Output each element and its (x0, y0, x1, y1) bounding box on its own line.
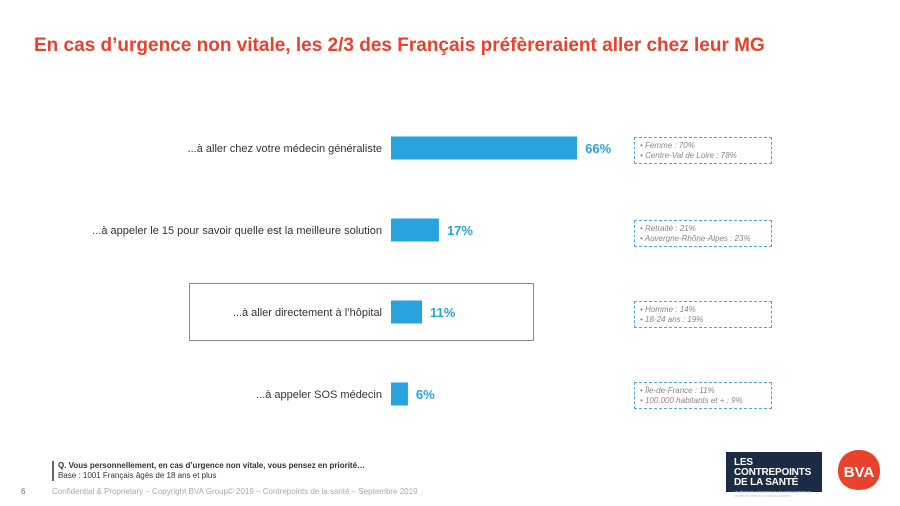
bar-chart: ...à aller chez votre médecin généralist… (92, 136, 612, 406)
contrepoints-logo: LES CONTREPOINTS DE LA SANTÉ Un débat sa… (726, 452, 822, 498)
note-line: • Centre-Val de Loire : 78% (640, 151, 737, 160)
page-title: En cas d’urgence non vitale, les 2/3 des… (34, 35, 765, 56)
bva-logo: BVA (838, 450, 880, 490)
category-label: ...à appeler SOS médecin (256, 389, 382, 401)
question-text: Q. Vous personnellement, en cas d’urgenc… (58, 461, 366, 470)
bva-logo-shape (838, 450, 880, 490)
note-box: • Île-de-France : 11% • 100.000 habitants… (634, 382, 772, 409)
contrepoints-line2: DE LA SANTÉ (734, 477, 799, 488)
highlight-box (189, 283, 534, 341)
value-label: 66% (585, 141, 611, 156)
note-line: • 100.000 habitants et + : 9% (640, 396, 743, 405)
bar (391, 218, 439, 242)
category-label: ...à appeler le 15 pour savoir quelle es… (92, 225, 382, 237)
category-label: ...à aller directement à l’hôpital (233, 307, 382, 319)
note-line: • Auvergne-Rhône-Alpes : 23% (640, 234, 751, 243)
bar (391, 300, 423, 324)
question-block: Q. Vous personnellement, en cas d’urgenc… (52, 461, 365, 481)
value-label: 6% (416, 387, 435, 402)
note-line: • Femme : 70% (640, 141, 695, 150)
contrepoints-tagline: Un débat sans ordonnance pour favoriser … (734, 490, 812, 498)
value-label: 11% (430, 305, 456, 320)
bar (391, 136, 578, 160)
note-line: • Homme : 14% (640, 305, 696, 314)
category-label: ...à aller chez votre médecin généralist… (188, 143, 382, 155)
note-box: • Femme : 70% • Centre-Val de Loire : 78% (634, 137, 772, 164)
bar (391, 382, 408, 406)
contrepoints-line1: LES CONTREPOINTS (734, 457, 812, 478)
note-line: • Retraité : 21% (640, 224, 696, 233)
footer-text: Confidential & Proprietary – Copyright B… (52, 487, 418, 496)
value-label: 17% (447, 223, 473, 238)
bva-logo-text: BVA (844, 464, 875, 481)
note-line: • Île-de-France : 11% (640, 386, 715, 395)
note-box: • Retraité : 21% • Auvergne-Rhône-Alpes :… (634, 220, 772, 247)
note-line: • 18-24 ans : 19% (640, 315, 704, 324)
note-box: • Homme : 14% • 18-24 ans : 19% (634, 301, 772, 328)
base-text: Base : 1001 Français âgés de 18 ans et p… (58, 471, 217, 480)
page-number: 6 (21, 487, 26, 496)
